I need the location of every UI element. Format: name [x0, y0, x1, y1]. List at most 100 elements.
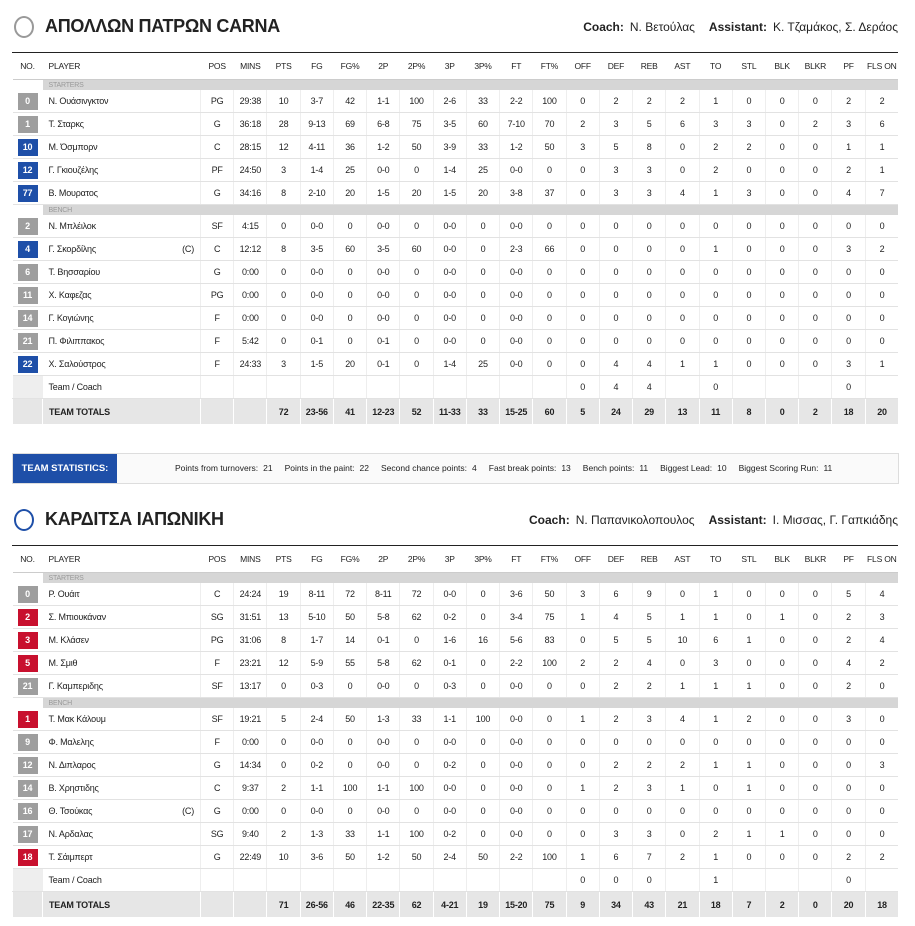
team-section: ΚΑΡΔΙΤΣΑ ΙΑΠΩΝΙΚΗ Coach: Ν. Παπανικολοπου…	[12, 507, 899, 917]
stat-cell: 0	[532, 215, 567, 238]
stat-cell: 1	[698, 708, 733, 731]
player-name: Ρ. Ουάιτ	[48, 589, 80, 599]
stat-cell: 6	[598, 845, 633, 869]
stat-cell: 0	[798, 215, 832, 238]
stat-cell: 10	[266, 845, 301, 869]
box-score-table: NO. PLAYER POS MINS PTS FG FG% 2P 2P% 3P 3P% FT FT% O…	[12, 53, 899, 424]
stat-cell: 0-0	[366, 753, 400, 777]
stat-cell: 1-5	[432, 181, 467, 205]
stat-cell: 0	[565, 158, 600, 182]
coach: Ν. Βετούλας	[629, 20, 695, 34]
stat-cell: 0	[665, 822, 700, 846]
player-row: 14 Γ. Κογιώνης F 0:00 0 0-0 0 0-0 0 0-0 0 0-0 0 0 0 0 0 0…	[12, 306, 899, 330]
stat-cell: 24:24	[233, 583, 267, 606]
jersey-number: 9	[17, 733, 38, 751]
stat-cell: 1-6	[432, 628, 467, 652]
stat-cell: 4	[632, 352, 666, 376]
player-cell: Ν. Αρδαλας	[42, 822, 201, 846]
stat-cell: 34:16	[233, 181, 267, 205]
player-row: 2 Σ. Μπιουκάναν SG 31:51 13 5-10 50 5-8 62 0-2 0 3-…	[12, 605, 899, 629]
stat-cell: 0	[399, 215, 434, 238]
stat-cell: G	[199, 112, 234, 136]
stat-cell: 43	[632, 891, 666, 917]
stat-item: Bench points: 11	[583, 463, 648, 473]
stat-cell: 0	[831, 799, 866, 823]
stat-cell: 28	[266, 112, 301, 136]
stat-cell: 0-0	[299, 283, 334, 307]
stat-cell: 20	[399, 181, 434, 205]
stat-cell: 0	[798, 260, 832, 284]
stat-cell: 0	[598, 306, 633, 330]
stat-cell: 0-0	[432, 730, 467, 754]
stat-cell: 0	[665, 260, 700, 284]
stat-cell: 5-9	[299, 651, 334, 675]
stat-cell: 0	[532, 306, 567, 330]
stat-cell: 0	[764, 845, 799, 869]
stat-cell: 0-0	[299, 799, 334, 823]
player-cell: Γ. Καμπεριδης	[42, 674, 201, 698]
player-cell: Μ. Όσμπορν	[42, 135, 201, 159]
stat-cell: 0	[632, 306, 666, 330]
stat-cell: 0-0	[432, 306, 467, 330]
stat-cell: 0	[798, 135, 832, 159]
stat-cell: 62	[399, 605, 434, 629]
stat-cell: 12:12	[233, 237, 267, 261]
stat-cell: 0	[565, 375, 600, 399]
stat-cell: 1	[731, 628, 766, 652]
stat-cell: 2	[665, 753, 700, 777]
stat-cell: 13	[266, 605, 301, 629]
stat-cell: 0	[798, 181, 832, 205]
column-header: REB	[632, 546, 666, 573]
stat-label: Biggest Lead:	[660, 463, 713, 473]
player-row: 22 Χ. Σαλούστρος F 24:33 3 1-5 20 0-1 0 1-4 25 0-0 0…	[12, 352, 899, 376]
column-header: PLAYER	[42, 546, 201, 573]
stat-cell: 20	[465, 181, 500, 205]
stat-cell: 5	[266, 708, 301, 731]
stat-cell: 0-0	[499, 753, 533, 777]
stat-cell: 1	[731, 674, 766, 698]
stat-cell: 0	[731, 845, 766, 869]
stat-cell: 0	[332, 260, 367, 284]
stat-cell: 0	[465, 651, 500, 675]
stat-cell: 0	[764, 583, 799, 606]
stat-cell: 0	[798, 158, 832, 182]
stat-cell: 20	[332, 181, 367, 205]
empty-cell	[665, 375, 700, 399]
stat-cell: 4:15	[233, 215, 267, 238]
stat-cell: 5	[831, 583, 866, 606]
jersey-number: 4	[17, 240, 38, 258]
stat-cell: 0	[764, 306, 799, 330]
stat-cell: 0	[665, 583, 700, 606]
stat-cell: 0	[565, 329, 600, 353]
stat-cell: 0	[764, 730, 799, 754]
coach-label: Coach:	[583, 20, 624, 34]
stat-cell: 0-0	[366, 260, 400, 284]
stat-cell: 3-7	[299, 90, 334, 113]
stat-label: Points from turnovers:	[175, 463, 259, 473]
stat-cell: 1-4	[432, 158, 467, 182]
stat-cell: 2	[565, 651, 600, 675]
number-cell: 16	[12, 799, 43, 823]
stat-cell: 100	[399, 90, 434, 113]
column-header: TO	[699, 546, 733, 573]
stat-cell: 0	[266, 260, 301, 284]
stat-cell: 71	[266, 891, 301, 917]
stat-cell: 0	[698, 329, 733, 353]
jersey-number: 16	[17, 802, 38, 820]
player-cell: Β. Μουρατος	[42, 181, 201, 205]
stat-cell: 1-3	[366, 708, 400, 731]
stat-cell: 0	[698, 730, 733, 754]
jersey-number: 2	[17, 608, 38, 626]
column-header: PLAYER	[42, 53, 201, 80]
stat-cell: 0	[598, 237, 633, 261]
stat-cell: 3	[598, 822, 633, 846]
stat-cell: 8	[632, 135, 666, 159]
stat-cell: 0	[332, 753, 367, 777]
column-header: NO.	[12, 546, 43, 573]
player-cell: Θ. Τσούκας (C)	[42, 799, 201, 823]
stat-cell: 6	[598, 583, 633, 606]
stat-cell: 0-0	[299, 730, 334, 754]
stat-cell: 31:06	[233, 628, 267, 652]
team-statistics: TEAM STATISTICS: Points from turnovers: 2…	[12, 453, 899, 484]
player-name: Β. Χρηστιδης	[48, 783, 99, 793]
